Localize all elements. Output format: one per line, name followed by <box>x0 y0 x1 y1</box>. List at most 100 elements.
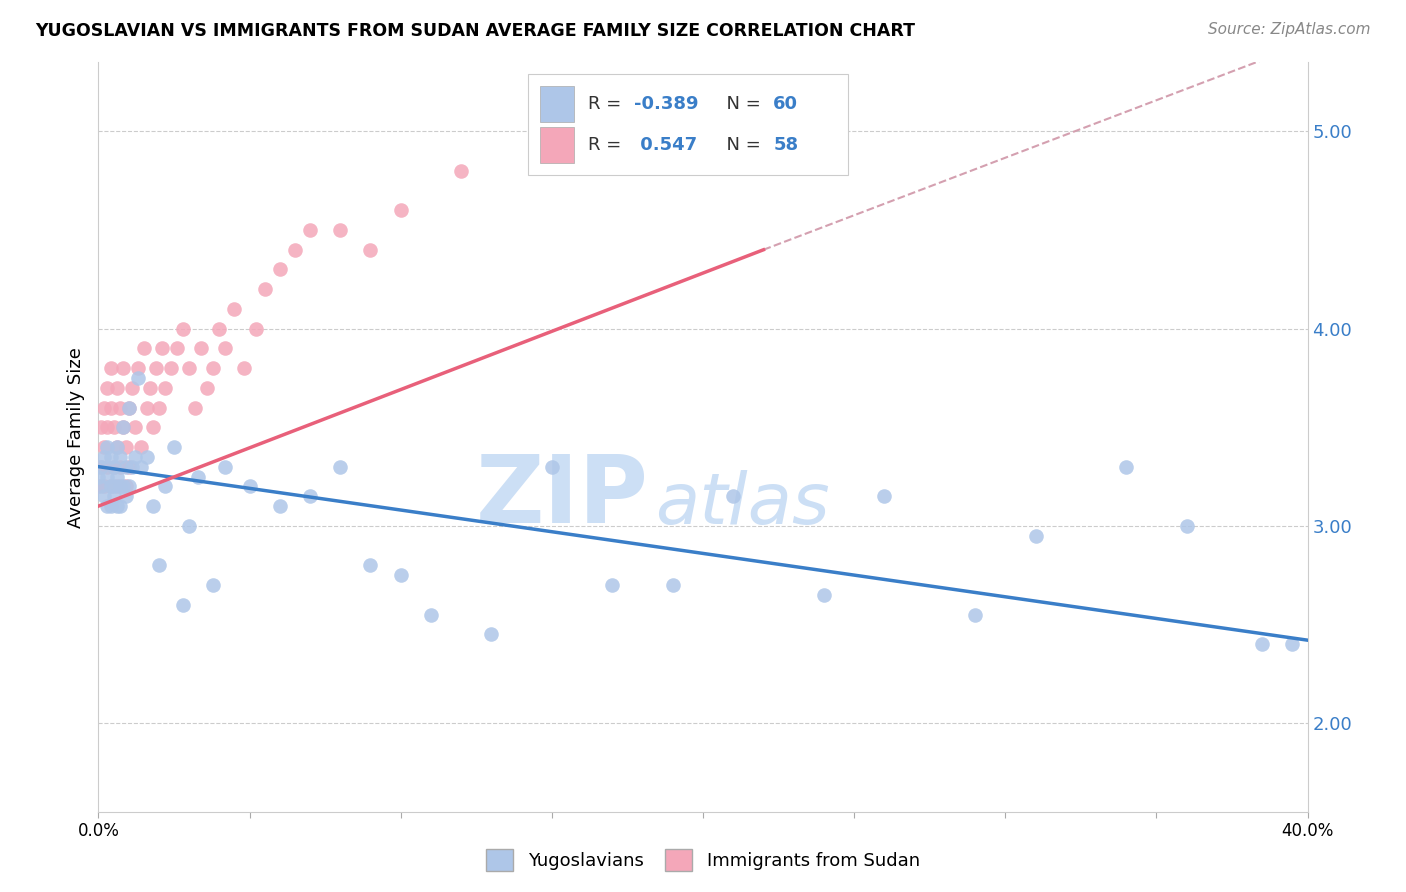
Point <box>163 440 186 454</box>
Point <box>1175 518 1198 533</box>
Point <box>172 321 194 335</box>
Point <box>103 479 125 493</box>
Point <box>202 578 225 592</box>
Text: -0.389: -0.389 <box>634 95 699 112</box>
Point <box>103 420 125 434</box>
FancyBboxPatch shape <box>527 74 848 175</box>
Point <box>1281 637 1303 651</box>
Point <box>90 420 112 434</box>
Point <box>90 459 112 474</box>
Point <box>360 558 382 573</box>
Point <box>135 401 157 415</box>
Point <box>245 321 267 335</box>
Point <box>148 401 170 415</box>
Point <box>179 361 201 376</box>
Point <box>87 469 110 483</box>
Point <box>269 499 291 513</box>
Point <box>121 459 143 474</box>
Point <box>100 479 122 493</box>
Point <box>329 223 352 237</box>
Point <box>148 558 170 573</box>
Text: 58: 58 <box>773 136 799 153</box>
Point <box>965 607 987 622</box>
Text: YUGOSLAVIAN VS IMMIGRANTS FROM SUDAN AVERAGE FAMILY SIZE CORRELATION CHART: YUGOSLAVIAN VS IMMIGRANTS FROM SUDAN AVE… <box>35 22 915 40</box>
Point <box>389 568 412 582</box>
Point <box>232 361 254 376</box>
Point <box>124 420 146 434</box>
Point <box>93 440 115 454</box>
Point <box>118 401 141 415</box>
Point <box>284 243 307 257</box>
Point <box>129 459 152 474</box>
Point <box>105 440 128 454</box>
Point <box>190 342 212 356</box>
Point <box>187 469 209 483</box>
Text: Source: ZipAtlas.com: Source: ZipAtlas.com <box>1208 22 1371 37</box>
Point <box>135 450 157 464</box>
Text: N =: N = <box>716 95 766 112</box>
Point <box>121 381 143 395</box>
Point <box>111 361 134 376</box>
Point <box>269 262 291 277</box>
Point <box>114 459 136 474</box>
Point <box>90 459 112 474</box>
Point <box>93 401 115 415</box>
Point <box>389 203 412 218</box>
Point <box>540 459 562 474</box>
Point <box>100 499 122 513</box>
Point <box>132 342 155 356</box>
Point <box>96 420 118 434</box>
Point <box>813 588 835 602</box>
Point <box>96 459 118 474</box>
Text: R =: R = <box>588 136 627 153</box>
Point <box>111 420 134 434</box>
Point <box>103 459 125 474</box>
Text: 60: 60 <box>773 95 799 112</box>
Point <box>160 361 183 376</box>
FancyBboxPatch shape <box>540 86 574 121</box>
Point <box>329 459 352 474</box>
Point <box>202 361 225 376</box>
Point <box>114 440 136 454</box>
Point <box>1251 637 1274 651</box>
Point <box>208 321 231 335</box>
Point <box>873 489 896 503</box>
Point <box>153 479 176 493</box>
Point <box>142 499 165 513</box>
Point <box>105 479 128 493</box>
Point <box>108 499 131 513</box>
Point <box>108 479 131 493</box>
Point <box>299 489 322 503</box>
Point <box>100 361 122 376</box>
Text: atlas: atlas <box>655 470 830 539</box>
Text: N =: N = <box>716 136 766 153</box>
Point <box>111 420 134 434</box>
Point <box>118 401 141 415</box>
Point <box>360 243 382 257</box>
Point <box>1115 459 1137 474</box>
Point <box>111 479 134 493</box>
Point <box>420 607 443 622</box>
Point <box>93 450 115 464</box>
Point <box>481 627 503 641</box>
Point <box>253 282 276 296</box>
Point <box>108 459 131 474</box>
Point <box>127 371 149 385</box>
Point <box>195 381 218 395</box>
Point <box>239 479 262 493</box>
Point <box>100 450 122 464</box>
Point <box>100 401 122 415</box>
Point <box>103 489 125 503</box>
Point <box>105 440 128 454</box>
Point <box>150 342 173 356</box>
Point <box>96 469 118 483</box>
Point <box>723 489 745 503</box>
Point <box>118 459 141 474</box>
Point <box>299 223 322 237</box>
Point <box>214 459 236 474</box>
Point <box>602 578 624 592</box>
Point <box>166 342 188 356</box>
Point <box>96 440 118 454</box>
Point <box>114 479 136 493</box>
Point <box>90 479 112 493</box>
